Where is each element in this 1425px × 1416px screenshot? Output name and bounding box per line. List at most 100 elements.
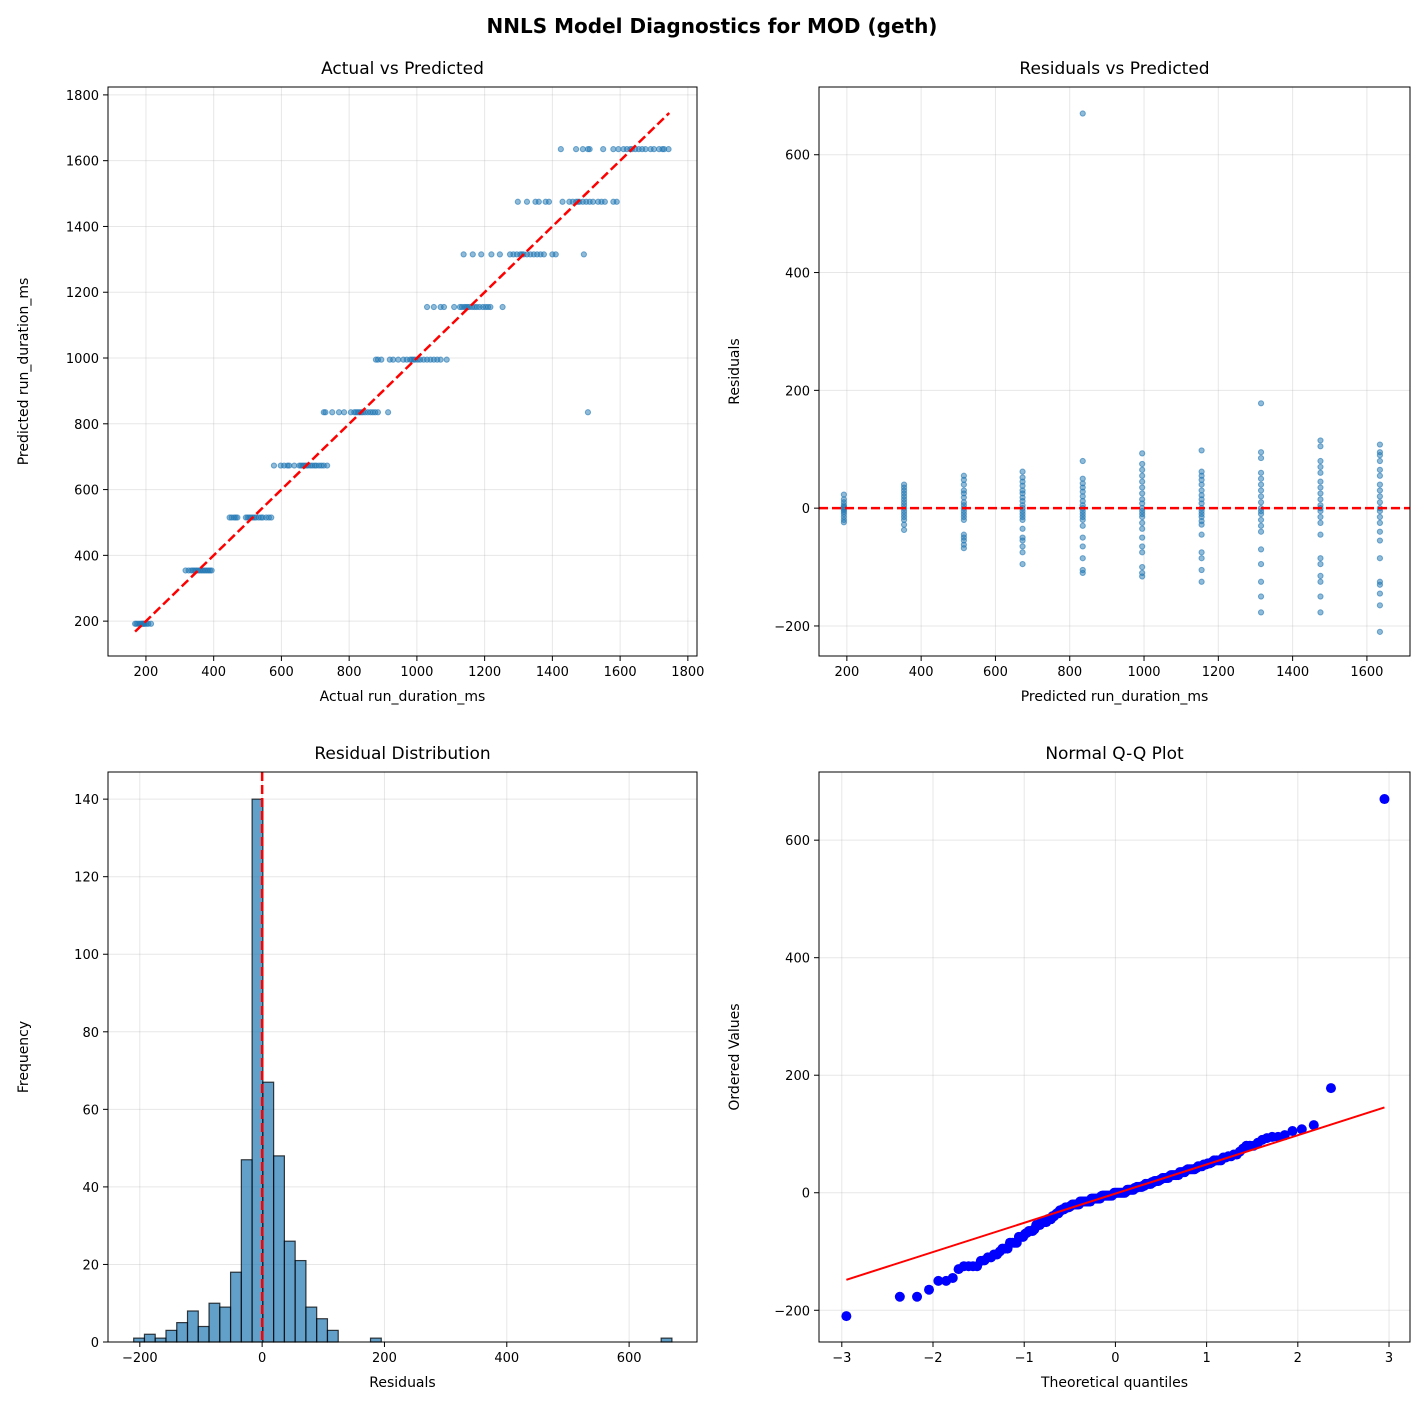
y-tick-label: 200 [785,1069,810,1084]
data-point [1139,519,1146,526]
data-point [1079,457,1086,465]
y-tick-label: 200 [785,384,810,399]
x-tick-label: 600 [983,665,1008,680]
qq-point [1379,794,1390,805]
data-point [496,251,503,258]
data-point [542,198,549,205]
data-point [1257,561,1265,568]
data-point [523,198,531,205]
panel-title: Residual Distribution [314,744,490,764]
x-tick-label: 0 [258,1351,266,1366]
data-point [270,462,278,469]
marks [133,772,673,1343]
data-point [1317,443,1324,450]
y-tick-label: 1400 [66,220,99,235]
data-point [566,198,573,205]
data-point [1019,525,1026,532]
y-tick-label: 40 [82,1181,99,1196]
histogram-bar [176,1322,189,1343]
data-point [131,620,139,627]
qq-point [1296,1124,1307,1135]
data-point [1198,521,1205,528]
data-point [1079,522,1086,529]
y-tick-label: 1800 [66,89,99,104]
histogram-bar [143,1333,156,1343]
data-point [1257,546,1265,553]
data-point [610,146,617,153]
x-tick-label: 3 [1385,1351,1393,1366]
data-point [1257,475,1265,482]
data-point [1257,493,1265,500]
y-tick-label: 120 [74,871,99,886]
data-point [1257,578,1265,585]
data-point [1317,478,1324,485]
x-tick-label: 800 [337,665,362,680]
data-point [372,356,380,363]
y-axis-label: Ordered Values [727,1003,743,1110]
x-tick-label: −3 [832,1351,851,1366]
data-point [1139,490,1146,497]
x-tick-label: 1 [1202,1351,1210,1366]
data-point [1376,590,1384,597]
data-point [1139,484,1146,491]
x-tick-label: −200 [122,1351,158,1366]
data-point [1139,525,1146,532]
data-point [1198,549,1205,556]
x-tick-label: 1200 [468,665,501,680]
histogram-bar [294,1259,307,1343]
data-point [610,198,617,205]
data-point [1317,561,1324,568]
x-axis-label: Residuals [369,1375,435,1391]
data-point [1317,484,1324,491]
data-point [1079,543,1086,550]
histogram-bar [240,1159,253,1343]
data-point [291,462,298,469]
data-point [1079,110,1086,117]
y-tick-label: 600 [785,834,810,849]
qq-point [947,1272,958,1283]
data-point [1019,516,1026,524]
data-point [340,409,348,416]
data-point [647,146,654,153]
qq-fit-line [846,1106,1385,1281]
data-point [1257,499,1265,506]
data-point [1257,481,1265,488]
data-point [1376,628,1384,635]
grid [108,772,697,1343]
data-point [182,567,189,574]
panel-title: Normal Q-Q Plot [1045,744,1184,764]
x-tick-label: 1400 [1276,665,1309,680]
data-point [584,409,592,416]
data-point [226,514,233,521]
data-point [532,198,539,205]
histogram-bar [133,1337,146,1343]
data-point [430,303,437,311]
data-point [620,146,627,153]
data-point [1079,516,1086,524]
data-point [579,146,586,153]
data-point [460,251,467,258]
qq-point [1325,1083,1336,1094]
data-point [1257,522,1265,529]
data-point [335,409,343,416]
data-point [1198,566,1205,574]
data-point [580,251,587,258]
data-point [1079,555,1086,562]
data-point [1257,516,1265,524]
data-point [1376,581,1384,588]
data-point [1317,463,1324,471]
y-tick-label: 80 [82,1026,99,1041]
histogram-bar [316,1318,329,1343]
y-tick-label: −200 [774,620,810,635]
x-tick-label: 1200 [1202,665,1235,680]
data-point [1317,519,1324,526]
x-tick-label: 1000 [400,665,433,680]
data-point [1019,543,1026,550]
axes-frame [818,86,1411,657]
data-point [1019,537,1026,544]
data-point [1376,441,1384,448]
data-point [499,303,506,311]
x-axis-label: Theoretical quantiles [1040,1375,1188,1391]
data-point [1376,481,1384,488]
data-point [1317,457,1324,465]
